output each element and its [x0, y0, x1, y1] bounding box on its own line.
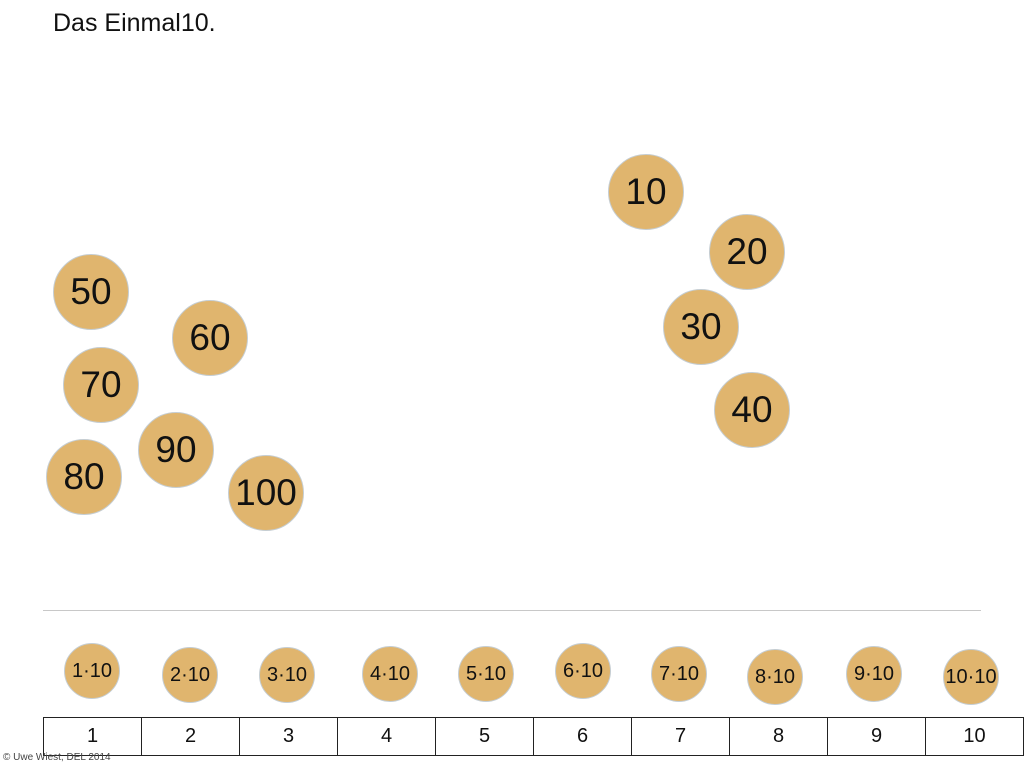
slot-9[interactable]: 9	[827, 718, 925, 755]
task-token-8x10[interactable]: 8·10	[747, 649, 803, 705]
slot-1[interactable]: 1	[86, 725, 99, 747]
copyright-notice: © Uwe Wiest, DEL 2014	[3, 752, 111, 763]
slot-row: 1 2 3 4 5 6 7 8 9 10	[43, 717, 1024, 756]
result-token-20[interactable]: 20	[709, 214, 785, 290]
slot-10[interactable]: 10	[925, 718, 1023, 755]
result-token-10[interactable]: 10	[608, 154, 684, 230]
task-token-7x10[interactable]: 7·10	[651, 646, 707, 702]
result-token-100[interactable]: 100	[228, 455, 304, 531]
result-token-80[interactable]: 80	[46, 439, 122, 515]
result-token-60[interactable]: 60	[172, 300, 248, 376]
divider-line	[43, 610, 981, 611]
task-token-3x10[interactable]: 3·10	[259, 647, 315, 703]
task-token-1x10[interactable]: 1·10	[64, 643, 120, 699]
result-token-50[interactable]: 50	[53, 254, 129, 330]
result-token-40[interactable]: 40	[714, 372, 790, 448]
task-token-4x10[interactable]: 4·10	[362, 646, 418, 702]
slot-7[interactable]: 7	[631, 718, 729, 755]
result-token-90[interactable]: 90	[138, 412, 214, 488]
result-token-30[interactable]: 30	[663, 289, 739, 365]
slot-4[interactable]: 4	[337, 718, 435, 755]
result-token-70[interactable]: 70	[63, 347, 139, 423]
page-title: Das Einmal10.	[53, 9, 216, 37]
task-token-10x10[interactable]: 10·10	[943, 649, 999, 705]
slot-3[interactable]: 3	[239, 718, 337, 755]
task-token-2x10[interactable]: 2·10	[162, 647, 218, 703]
task-token-5x10[interactable]: 5·10	[458, 646, 514, 702]
task-token-6x10[interactable]: 6·10	[555, 643, 611, 699]
task-token-9x10[interactable]: 9·10	[846, 646, 902, 702]
slot-6[interactable]: 6	[533, 718, 631, 755]
slot-8[interactable]: 8	[729, 718, 827, 755]
slot-5[interactable]: 5	[435, 718, 533, 755]
slot-2[interactable]: 2	[141, 718, 239, 755]
